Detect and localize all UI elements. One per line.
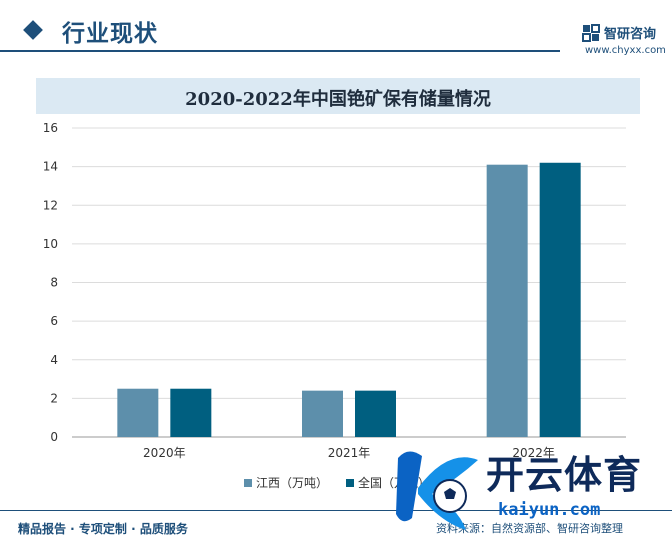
page-footer: 精品报告 · 专项定制 · 品质服务 资料来源：自然资源部、智研咨询整理	[0, 510, 672, 547]
bar	[302, 390, 343, 437]
brand-logo-icon	[582, 24, 600, 42]
brand-url: www.chyxx.com	[585, 45, 666, 56]
bar	[539, 162, 581, 437]
brand-name: 智研咨询	[604, 27, 657, 42]
page-header: 行业现状 智研咨询 www.chyxx.com	[0, 0, 672, 62]
bar	[117, 388, 159, 437]
watermark-domain: kaiyun.com	[498, 500, 601, 520]
x-tick-label: 2020年	[143, 446, 186, 460]
bar	[170, 388, 212, 437]
y-tick-label: 6	[50, 314, 58, 328]
watermark-logo-icon	[396, 451, 478, 530]
source-note: 资料来源：自然资源部、智研咨询整理	[436, 522, 623, 535]
y-tick-label: 2	[50, 391, 58, 405]
legend-label-jiangxi: 江西（万吨）	[256, 476, 329, 490]
section-title: 行业现状	[62, 21, 158, 47]
watermark-brand: 开云体育	[486, 453, 643, 497]
bar	[355, 390, 396, 437]
legend-swatch-jiangxi	[244, 478, 252, 487]
y-tick-label: 4	[50, 353, 58, 367]
y-tick-label: 16	[43, 121, 58, 135]
legend-swatch-national	[346, 478, 355, 487]
y-tick-label: 12	[43, 198, 58, 212]
y-tick-label: 0	[50, 430, 58, 444]
bar-chart: 0 2 4 6 8 10 12 14 16 2020年 2021年 2022年	[43, 121, 626, 460]
x-tick-label: 2022年	[512, 446, 555, 460]
legend-item-jiangxi: 江西（万吨）	[244, 474, 328, 491]
bar	[486, 164, 528, 437]
chart-title-band: 2020-2022年中国铯矿保有储量情况	[36, 78, 640, 114]
diamond-icon	[23, 20, 43, 40]
y-tick-label: 8	[50, 276, 58, 290]
y-tick-label: 10	[43, 237, 58, 251]
y-tick-label: 14	[43, 160, 58, 174]
footer-slogan: 精品报告 · 专项定制 · 品质服务	[18, 522, 188, 536]
x-tick-label: 2021年	[328, 446, 371, 460]
header-divider	[0, 50, 560, 52]
chart-title: 2020-2022年中国铯矿保有储量情况	[185, 89, 491, 110]
